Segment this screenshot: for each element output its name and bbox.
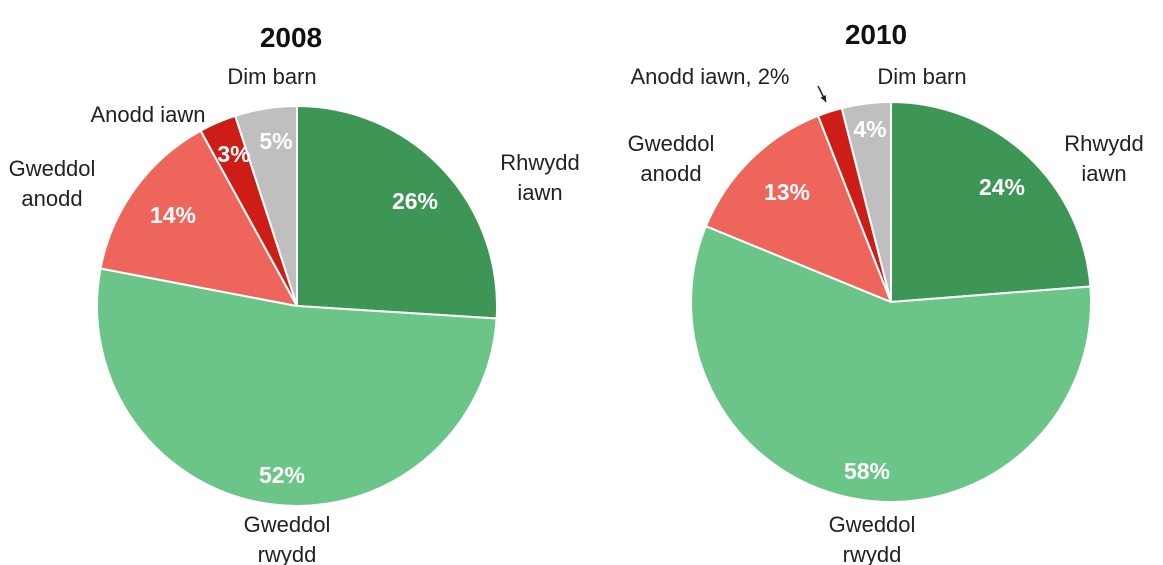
- pie-slice-dim-barn: [840, 101, 892, 303]
- category-label-line: Rhwydd: [1064, 131, 1143, 156]
- category-label-line: anodd: [21, 186, 82, 211]
- category-label-line: iawn: [1081, 161, 1126, 186]
- slice-value-label: 58%: [844, 458, 890, 484]
- slice-category-label: Gweddol rwydd: [244, 512, 331, 565]
- category-label-line: iawn: [517, 180, 562, 205]
- pie-slices: [96, 105, 499, 507]
- slice-value-label: 26%: [392, 188, 438, 214]
- slice-category-label: Anodd iawn, 2%: [631, 64, 790, 89]
- slice-value-label: 13%: [764, 179, 810, 205]
- slice-category-label: Rhwydd iawn: [1064, 131, 1143, 186]
- pie-slice-dim-barn: [234, 105, 298, 307]
- category-label-line: rwydd: [843, 542, 902, 565]
- slice-category-label: Anodd iawn: [91, 102, 206, 127]
- pie-slice-gweddol-anodd: [704, 114, 892, 303]
- pie-slices: [690, 101, 1092, 503]
- slice-value-label: 14%: [150, 202, 196, 228]
- pie-slice-gweddol-rwydd: [96, 267, 498, 507]
- category-label-line: Anodd iawn: [91, 102, 206, 127]
- pie-slice-rhwydd-iawn: [890, 101, 1092, 303]
- category-label-line: rwydd: [258, 542, 317, 565]
- slice-category-label: Gweddol rwydd: [829, 512, 916, 565]
- slice-value-label: 52%: [259, 462, 305, 488]
- slice-value-label: 24%: [979, 174, 1025, 200]
- slice-category-label: Rhwydd iawn: [500, 150, 579, 205]
- category-label-line: anodd: [640, 161, 701, 186]
- slice-category-label: Dim barn: [877, 64, 966, 89]
- category-label-line: Anodd iawn, 2%: [631, 64, 790, 89]
- pie-slice-gweddol-rwydd: [690, 225, 1092, 503]
- slice-category-label: Dim barn: [227, 64, 316, 89]
- category-label-line: Gweddol: [628, 131, 715, 156]
- category-label-line: Gweddol: [829, 512, 916, 537]
- leader-arrowhead: [820, 95, 826, 102]
- pie-slice-rhwydd-iawn: [296, 105, 499, 320]
- slice-category-label: Gweddol anodd: [628, 131, 715, 186]
- chart-title: 2008: [260, 22, 322, 53]
- category-label-line: Rhwydd: [500, 150, 579, 175]
- category-label-line: Dim barn: [877, 64, 966, 89]
- slice-value-label: 4%: [853, 116, 886, 142]
- slice-category-label: Gweddol anodd: [9, 156, 96, 211]
- chart-title: 2010: [845, 19, 907, 50]
- slice-value-label: 3%: [217, 141, 250, 167]
- slice-value-label: 5%: [259, 128, 292, 154]
- pie-slice-gweddol-anodd: [99, 129, 298, 307]
- category-label-line: Gweddol: [9, 156, 96, 181]
- category-label-line: Gweddol: [244, 512, 331, 537]
- category-label-line: Dim barn: [227, 64, 316, 89]
